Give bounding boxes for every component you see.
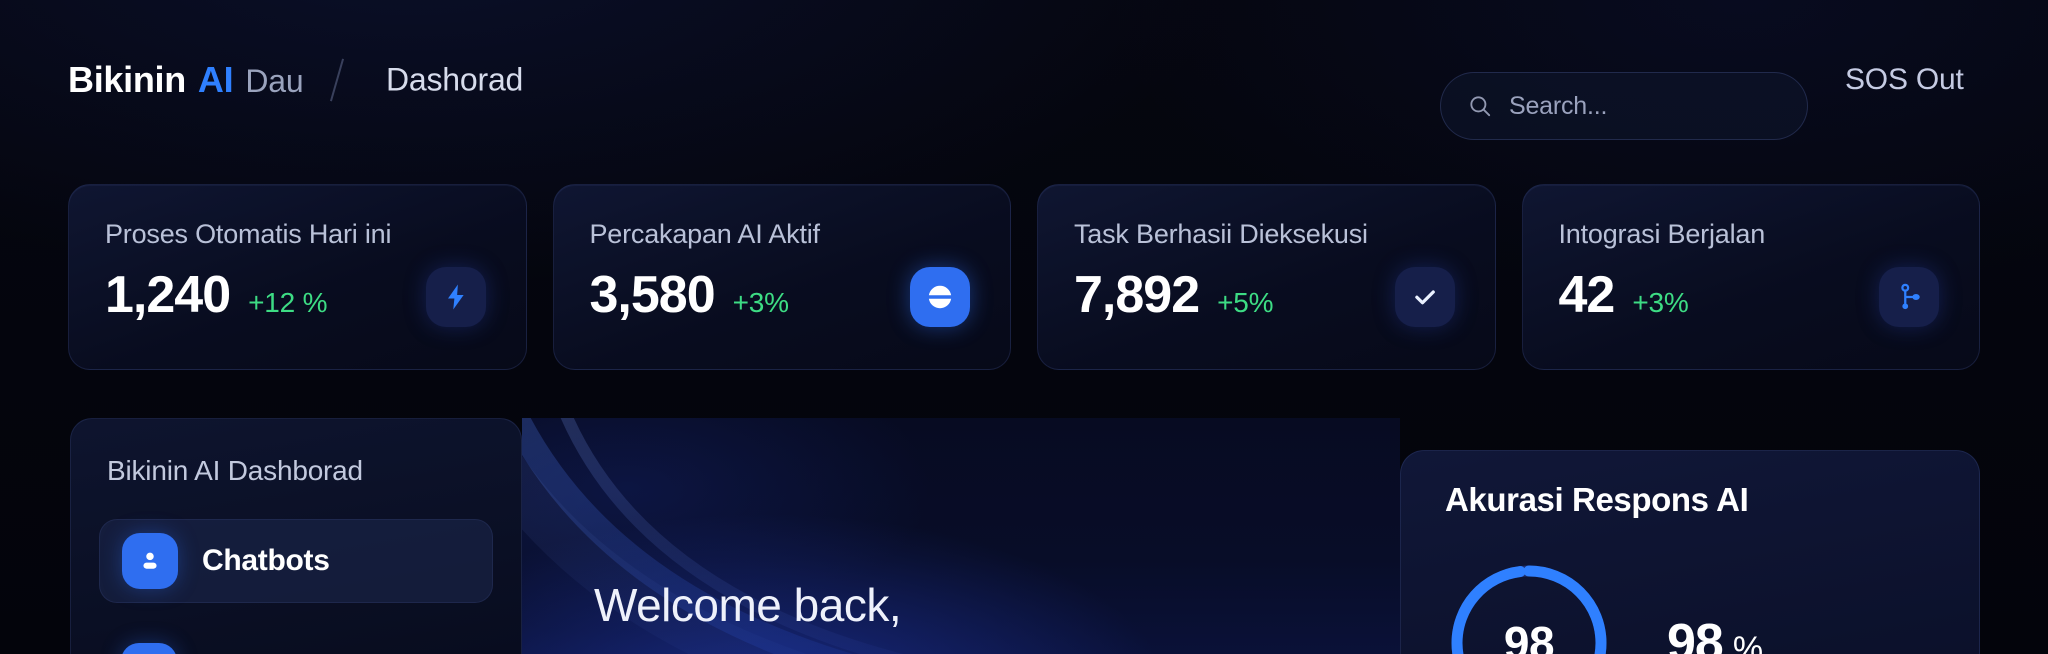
lightning-bolt-icon xyxy=(425,267,486,327)
stat-card-icon-wrap xyxy=(910,267,970,327)
stat-card-value: 1,240 xyxy=(105,266,231,324)
sidebar-panel: Bikinin AI Dashborad Chatbots xyxy=(70,418,522,654)
accuracy-percent-symbol: % xyxy=(1732,630,1764,654)
accuracy-readout: 98 % xyxy=(1667,613,1763,654)
stat-card-icon-wrap xyxy=(1879,267,1939,327)
accuracy-donut-chart: 98 xyxy=(1445,559,1613,654)
stat-card-integrasi[interactable]: Intograsi Berjalan 42 +3% xyxy=(1521,184,1980,370)
sidebar-item-label: Chatbots xyxy=(202,544,330,577)
breadcrumb-current-page[interactable]: Dashorad xyxy=(386,61,524,98)
sidebar-next-item-icon xyxy=(121,643,177,654)
integration-nodes-icon xyxy=(1879,267,1939,327)
chat-bubble-icon xyxy=(910,267,970,327)
sidebar-item-next-partial[interactable] xyxy=(99,629,493,654)
stat-card-value: 42 xyxy=(1558,266,1616,324)
lower-row: Bikinin AI Dashborad Chatbots xyxy=(0,418,2048,654)
stat-card-title: Percakapan AI Aktif xyxy=(589,219,821,249)
stat-card-metrics: 7,892 +5% xyxy=(1074,266,1274,324)
sidebar-title: Bikinin AI Dashborad xyxy=(107,455,363,486)
accuracy-card: Akurasi Respons AI 98 98 % xyxy=(1400,450,1980,654)
stats-row: Proses Otomatis Hari ini 1,240 +12 % Per… xyxy=(68,184,1980,370)
brand-name: Bikinin xyxy=(68,59,186,100)
search-icon xyxy=(1467,93,1493,119)
stat-card-title: Proses Otomatis Hari ini xyxy=(105,219,392,249)
stat-card-task-berhasil[interactable]: Task Berhasii Dieksekusi 7,892 +5% xyxy=(1037,184,1496,370)
stat-card-title: Intograsi Berjalan xyxy=(1558,219,1766,249)
accuracy-donut-label: 98 xyxy=(1503,617,1555,654)
stat-card-metrics: 42 +3% xyxy=(1559,269,1689,321)
stat-card-delta: +3% xyxy=(1632,287,1689,318)
account-menu-button[interactable]: SOS Out xyxy=(1845,63,1964,96)
sidebar-item-chatbots[interactable]: Chatbots xyxy=(99,519,493,603)
stat-card-delta: +12 % xyxy=(248,287,328,318)
stat-card-metrics: 3,580 +3% xyxy=(589,266,790,324)
accuracy-card-title: Akurasi Respons AI xyxy=(1445,481,1749,518)
brand-accent: AI xyxy=(197,59,234,100)
stat-card-delta: +5% xyxy=(1217,287,1274,318)
user-avatar-icon xyxy=(122,533,178,589)
stat-card-percakapan-ai[interactable]: Percakapan AI Aktif 3,580 +3% xyxy=(552,184,1011,370)
stat-card-delta: +3% xyxy=(732,287,789,318)
stat-card-metrics: 1,240 +12 % xyxy=(105,266,328,324)
search-input[interactable] xyxy=(1509,91,1781,121)
accuracy-card-body: 98 98 % xyxy=(1445,559,1763,654)
hero-greeting: Welcome back, xyxy=(594,579,902,631)
stat-card-title: Task Berhasii Dieksekusi xyxy=(1074,219,1368,249)
brand-subtitle: Dau xyxy=(245,63,304,99)
brand-logo[interactable]: Bikinin AI Dau xyxy=(68,59,304,101)
stat-card-value: 3,580 xyxy=(589,266,716,324)
stat-card-icon-wrap xyxy=(425,267,486,327)
breadcrumb-separator xyxy=(329,58,345,102)
stat-card-icon-wrap xyxy=(1394,267,1455,327)
stat-card-value: 7,892 xyxy=(1074,266,1200,324)
top-header: Bikinin AI Dau Dashorad SOS Out xyxy=(0,0,2048,160)
search-box[interactable] xyxy=(1440,72,1808,140)
hero-panel: Welcome back, xyxy=(522,418,1400,654)
check-icon xyxy=(1394,267,1455,327)
stat-card-proses-otomatis[interactable]: Proses Otomatis Hari ini 1,240 +12 % xyxy=(68,184,527,370)
accuracy-value: 98 xyxy=(1667,614,1724,654)
